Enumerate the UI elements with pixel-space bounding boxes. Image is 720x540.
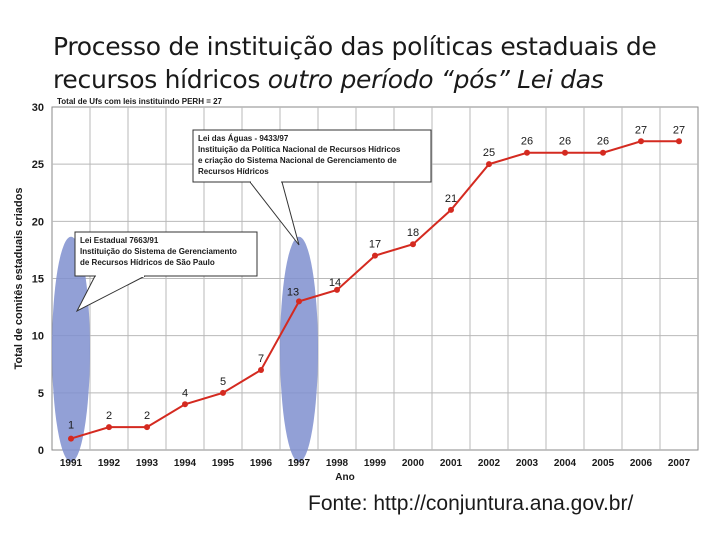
callout-box <box>74 231 258 277</box>
data-point <box>258 366 264 373</box>
callout-text: de Recursos Hídricos de São Paulo <box>80 258 215 267</box>
x-tick-label: 1999 <box>364 458 387 469</box>
data-label: 27 <box>635 124 647 136</box>
data-label: 18 <box>407 227 419 239</box>
data-point <box>144 424 150 431</box>
x-axis-title: Ano <box>335 472 354 483</box>
data-point <box>410 241 416 248</box>
x-tick-label: 1997 <box>288 458 311 469</box>
x-tick-label: 2007 <box>668 458 691 469</box>
data-point <box>638 138 644 145</box>
highlight-ellipse-1997 <box>280 236 318 462</box>
data-label: 2 <box>144 410 150 422</box>
data-label: 13 <box>287 286 299 298</box>
data-label: 26 <box>521 136 533 148</box>
y-tick-label: 30 <box>32 102 44 114</box>
data-label: 1 <box>68 420 74 432</box>
data-label: 4 <box>182 387 188 399</box>
data-label: 26 <box>559 136 571 148</box>
data-point <box>562 149 568 156</box>
x-tick-label: 2001 <box>440 458 463 469</box>
callout-text: Recursos Hídricos <box>198 167 269 176</box>
x-tick-label: 1995 <box>212 458 235 469</box>
callout-text: Lei Estadual 7663/91 <box>80 236 159 245</box>
data-label: 26 <box>597 136 609 148</box>
x-tick-label: 2002 <box>478 458 501 469</box>
data-label: 25 <box>483 147 495 159</box>
callout-text: Lei das Águas - 9433/97 <box>198 134 289 143</box>
title-line-2: recursos hídricos outro período “pós” Le… <box>53 63 713 96</box>
x-tick-label: 1992 <box>98 458 121 469</box>
data-point <box>220 389 226 396</box>
data-point <box>448 206 454 213</box>
data-point <box>486 161 492 168</box>
chart-header-note: Total de Ufs com leis instituindo PERH =… <box>57 97 223 106</box>
data-point <box>334 286 340 293</box>
data-label: 14 <box>329 277 341 289</box>
x-tick-label: 2005 <box>592 458 615 469</box>
data-point <box>676 138 682 145</box>
y-tick-label: 0 <box>38 445 44 457</box>
slide-title: Processo de instituição das políticas es… <box>53 30 713 96</box>
x-tick-label: 2003 <box>516 458 539 469</box>
data-label: 17 <box>369 239 381 251</box>
data-label: 5 <box>220 376 226 388</box>
data-point <box>182 401 188 408</box>
callout-text: Instituição do Sistema de Gerenciamento <box>80 247 237 256</box>
data-point <box>106 424 112 431</box>
y-tick-label: 15 <box>32 274 44 286</box>
data-point <box>372 252 378 259</box>
source-caption: Fonte: http://conjuntura.ana.gov.br/ <box>308 492 634 515</box>
x-tick-label: 1996 <box>250 458 273 469</box>
title-line-2-italic: outro período “pós” Lei das <box>267 65 604 94</box>
x-tick-label: 2004 <box>554 458 577 469</box>
y-tick-label: 25 <box>32 159 44 171</box>
x-tick-label: 2000 <box>402 458 425 469</box>
data-point <box>296 298 302 305</box>
title-line-1: Processo de instituição das políticas es… <box>53 32 657 61</box>
y-tick-label: 10 <box>32 331 44 343</box>
line-chart: 1 2 2 4 5 7 13 14 17 18 21 25 26 26 26 27 27 0 5 10 15 20 25 30… <box>13 97 699 483</box>
x-tick-label: 1993 <box>136 458 159 469</box>
x-tick-label: 1991 <box>60 458 83 469</box>
y-tick-label: 20 <box>32 216 44 228</box>
data-label: 27 <box>673 124 685 136</box>
callout-text: e criação do Sistema Nacional de Gerenci… <box>198 156 397 165</box>
y-tick-label: 5 <box>38 388 44 400</box>
highlight-ellipse-1991 <box>52 236 90 462</box>
data-label: 21 <box>445 193 457 205</box>
data-point <box>68 435 74 442</box>
callout-box <box>192 129 432 183</box>
callout-text: Instituição da Política Nacional de Recu… <box>198 145 401 154</box>
y-axis-title: Total de comitês estaduais criados <box>13 188 25 370</box>
title-line-2-normal: recursos hídricos <box>53 65 268 94</box>
data-point <box>524 149 530 156</box>
data-label: 2 <box>106 410 112 422</box>
x-tick-label: 1994 <box>174 458 197 469</box>
data-point <box>600 149 606 156</box>
data-label: 7 <box>258 353 264 365</box>
x-tick-label: 2006 <box>630 458 653 469</box>
x-tick-label: 1998 <box>326 458 349 469</box>
